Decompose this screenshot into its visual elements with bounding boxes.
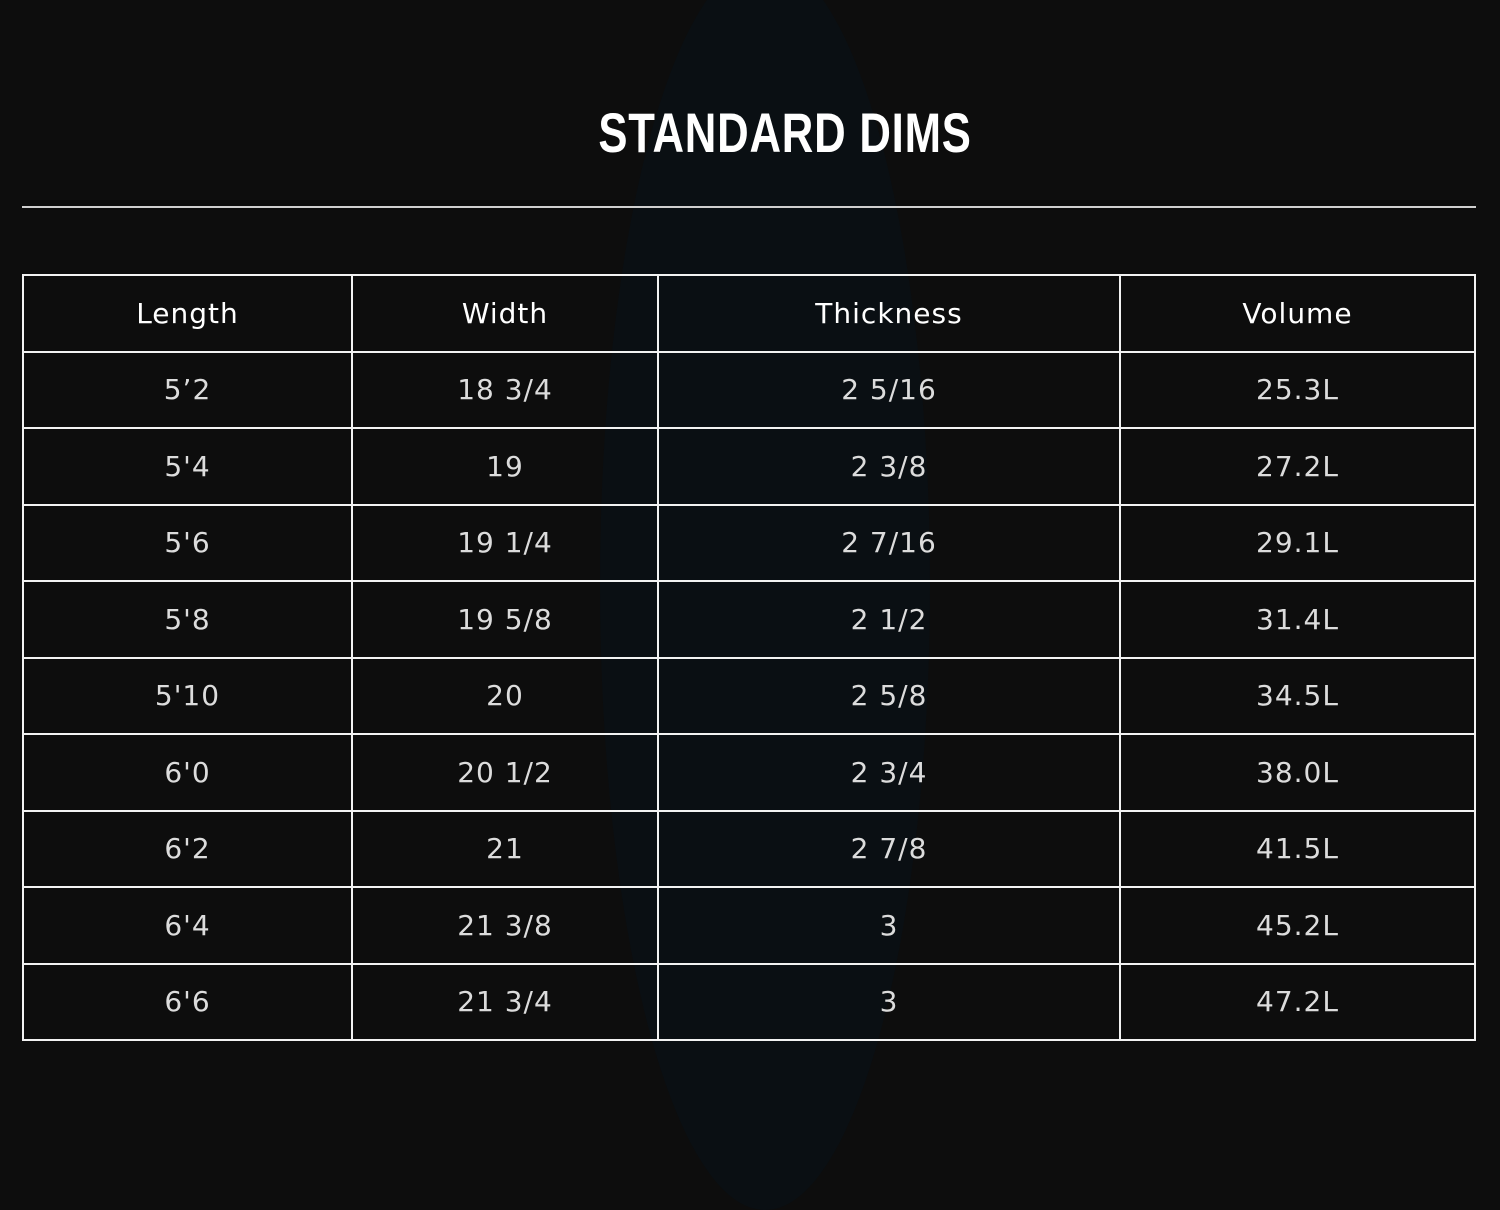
cell-thickness: 2 1/2 <box>657 580 1121 659</box>
header-length: Length <box>22 274 353 353</box>
table-row: 5'4 19 2 3/8 27.2L <box>22 427 1476 506</box>
header-width: Width <box>351 274 659 353</box>
cell-width: 19 5/8 <box>351 580 659 659</box>
cell-length: 5'6 <box>22 503 353 582</box>
cell-length: 5'10 <box>22 656 353 735</box>
cell-thickness: 2 7/16 <box>657 503 1121 582</box>
cell-width: 19 <box>351 427 659 506</box>
cell-length: 5’2 <box>22 350 353 429</box>
cell-width: 21 <box>351 809 659 888</box>
cell-width: 20 1/2 <box>351 733 659 812</box>
table-row: 5’2 18 3/4 2 5/16 25.3L <box>22 350 1476 429</box>
cell-volume: 38.0L <box>1119 733 1476 812</box>
cell-thickness: 2 3/8 <box>657 427 1121 506</box>
cell-length: 6'2 <box>22 809 353 888</box>
table-row: 6'4 21 3/8 3 45.2L <box>22 886 1476 965</box>
page-title: STANDARD DIMS <box>598 101 972 164</box>
cell-width: 21 3/4 <box>351 962 659 1041</box>
cell-thickness: 2 5/16 <box>657 350 1121 429</box>
cell-thickness: 2 3/4 <box>657 733 1121 812</box>
divider <box>22 206 1476 208</box>
cell-thickness: 3 <box>657 962 1121 1041</box>
cell-length: 6'6 <box>22 962 353 1041</box>
cell-width: 20 <box>351 656 659 735</box>
cell-volume: 45.2L <box>1119 886 1476 965</box>
cell-volume: 25.3L <box>1119 350 1476 429</box>
cell-volume: 27.2L <box>1119 427 1476 506</box>
dimensions-table: Length Width Thickness Volume 5’2 18 3/4 2… <box>22 274 1476 1041</box>
table-row: 6'2 21 2 7/8 41.5L <box>22 809 1476 888</box>
table-row: 5'10 20 2 5/8 34.5L <box>22 656 1476 735</box>
cell-volume: 31.4L <box>1119 580 1476 659</box>
table-row: 5'6 19 1/4 2 7/16 29.1L <box>22 503 1476 582</box>
header-thickness: Thickness <box>657 274 1121 353</box>
cell-length: 5'8 <box>22 580 353 659</box>
table-row: 6'0 20 1/2 2 3/4 38.0L <box>22 733 1476 812</box>
cell-length: 6'4 <box>22 886 353 965</box>
cell-volume: 29.1L <box>1119 503 1476 582</box>
cell-width: 18 3/4 <box>351 350 659 429</box>
cell-thickness: 2 5/8 <box>657 656 1121 735</box>
table-row: 5'8 19 5/8 2 1/2 31.4L <box>22 580 1476 659</box>
cell-volume: 34.5L <box>1119 656 1476 735</box>
cell-width: 19 1/4 <box>351 503 659 582</box>
header-volume: Volume <box>1119 274 1476 353</box>
cell-volume: 41.5L <box>1119 809 1476 888</box>
cell-length: 5'4 <box>22 427 353 506</box>
cell-width: 21 3/8 <box>351 886 659 965</box>
cell-length: 6'0 <box>22 733 353 812</box>
table-row: 6'6 21 3/4 3 47.2L <box>22 962 1476 1041</box>
cell-thickness: 2 7/8 <box>657 809 1121 888</box>
cell-volume: 47.2L <box>1119 962 1476 1041</box>
cell-thickness: 3 <box>657 886 1121 965</box>
table-header-row: Length Width Thickness Volume <box>22 274 1476 353</box>
